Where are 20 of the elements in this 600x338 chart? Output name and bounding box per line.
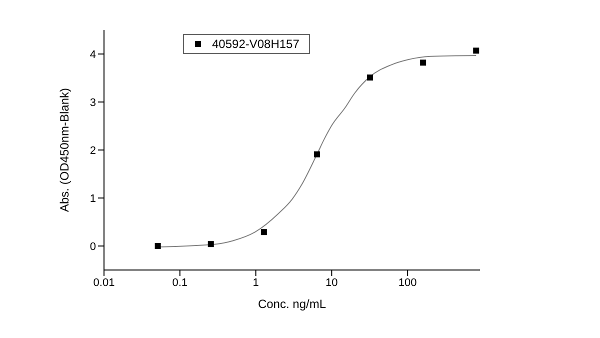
point xyxy=(260,229,267,236)
y-tick-label: 3 xyxy=(90,96,96,109)
x-tick-label: 0.1 xyxy=(172,276,188,289)
point xyxy=(154,243,161,249)
x-tick-label: 10 xyxy=(326,276,338,289)
x-axis-title: Conc. ng/mL xyxy=(258,297,326,311)
point xyxy=(420,60,426,66)
y-tick-label: 1 xyxy=(90,192,96,205)
x-tick-label: 100 xyxy=(398,276,417,289)
point xyxy=(473,48,480,54)
x-tick-label: 1 xyxy=(252,276,259,289)
y-tick-label: 4 xyxy=(90,48,96,61)
point xyxy=(367,74,374,81)
y-axis-title: Abs. (OD450nm-Blank) xyxy=(57,88,72,212)
point xyxy=(314,151,320,158)
y-tick-label: 2 xyxy=(90,144,96,157)
x-tick-label: 0.01 xyxy=(93,276,115,289)
y-tick-label: 0 xyxy=(90,240,96,253)
point xyxy=(208,241,214,248)
legend-label: 40592-V08H157 xyxy=(212,37,300,51)
